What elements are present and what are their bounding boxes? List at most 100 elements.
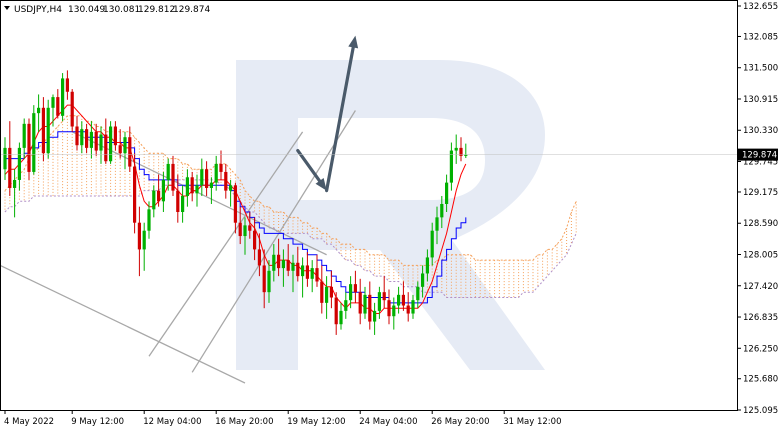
candle-body <box>8 147 12 188</box>
candle-body <box>449 150 453 183</box>
candle-body <box>22 123 26 148</box>
symbol-title: USDJPY,H4 <box>14 5 62 15</box>
candle-body <box>166 163 170 180</box>
candle <box>157 174 161 207</box>
arrow-shaft <box>325 45 355 193</box>
candle-body <box>176 190 180 213</box>
trend-line <box>148 131 304 357</box>
candle <box>320 265 324 314</box>
candle-body <box>200 169 204 186</box>
arrow-head <box>315 177 327 191</box>
candle-body <box>243 225 247 237</box>
y-tick-label: 131.500 <box>743 64 778 74</box>
candle <box>253 217 257 261</box>
candle-body <box>368 294 372 322</box>
candle-body <box>392 305 396 317</box>
candle-body <box>205 169 209 188</box>
candle-body <box>272 254 276 271</box>
candle <box>89 121 93 159</box>
current-price-tag <box>738 148 778 161</box>
candle <box>459 137 463 162</box>
candle <box>104 118 108 164</box>
arrow-shaft <box>296 148 322 183</box>
candle <box>99 126 103 164</box>
candle-body <box>430 230 434 258</box>
dropdown-triangle-icon[interactable] <box>4 6 10 10</box>
candle <box>349 276 353 309</box>
price-axis: 132.655 132.085 131.500 130.915 130.330 129.7… <box>1 2 778 416</box>
candle <box>181 185 185 223</box>
candle-body <box>329 286 333 298</box>
candle-body <box>190 177 194 194</box>
candle-body <box>334 297 338 325</box>
candle-body <box>373 310 377 322</box>
candle-body <box>421 273 425 287</box>
candle <box>233 182 237 234</box>
candle-body <box>401 294 405 306</box>
candle-body <box>219 163 223 172</box>
candle-body <box>99 134 103 151</box>
candle <box>147 201 151 239</box>
time-axis: 4 May 2022 9 May 12:00 12 May 04:00 16 May … <box>4 410 561 427</box>
candle <box>243 217 247 255</box>
candle <box>113 121 117 151</box>
candle-body <box>305 265 309 279</box>
candle-body <box>382 292 386 301</box>
candle-body <box>377 292 381 311</box>
candle <box>161 171 165 213</box>
candle <box>325 276 329 319</box>
candle-body <box>195 185 199 194</box>
candle <box>387 289 391 325</box>
y-tick-label: 126.835 <box>743 313 778 323</box>
candle <box>277 238 281 277</box>
candle <box>464 143 468 159</box>
watermark-logo <box>236 60 545 370</box>
candle-body <box>296 262 300 277</box>
candle-body <box>363 294 367 314</box>
y-tick-label: 130.330 <box>743 126 778 136</box>
candle <box>440 195 444 229</box>
candle-body <box>27 123 31 172</box>
candle <box>166 158 170 191</box>
candle <box>205 161 209 196</box>
candle <box>37 94 41 132</box>
candle <box>363 286 367 319</box>
candle <box>75 115 79 151</box>
candle <box>397 286 401 314</box>
candle-body <box>75 126 79 146</box>
candle-body <box>209 182 213 188</box>
candle <box>257 233 261 277</box>
forecast-arrow <box>325 35 359 193</box>
candle <box>301 257 305 298</box>
x-tick-label: 9 May 12:00 <box>71 417 124 427</box>
candle <box>248 212 252 239</box>
x-tick-label: 19 May 12:00 <box>287 417 345 427</box>
candle <box>176 174 180 223</box>
y-tick-label: 128.590 <box>743 219 778 229</box>
candle <box>421 265 425 298</box>
candle <box>449 142 453 191</box>
candle-body <box>411 300 415 314</box>
candle-body <box>262 265 266 293</box>
candle <box>272 244 276 282</box>
x-tick-label: 31 May 12:00 <box>503 417 561 427</box>
forecast-arrow <box>296 148 327 191</box>
candle <box>94 123 98 156</box>
candle <box>8 121 12 196</box>
candle <box>137 206 141 277</box>
candle <box>219 150 223 180</box>
candle-body <box>46 107 50 154</box>
candle <box>401 281 405 311</box>
candle-body <box>253 230 257 250</box>
candle <box>392 297 396 330</box>
candle-body <box>358 292 362 314</box>
candle <box>344 292 348 319</box>
candle-body <box>104 134 108 162</box>
candle <box>382 276 386 309</box>
candle-body <box>320 281 324 303</box>
candle-body <box>353 284 357 293</box>
candle-body <box>118 145 122 154</box>
candle-body <box>459 147 463 156</box>
candle <box>377 286 381 319</box>
candle <box>123 131 127 170</box>
